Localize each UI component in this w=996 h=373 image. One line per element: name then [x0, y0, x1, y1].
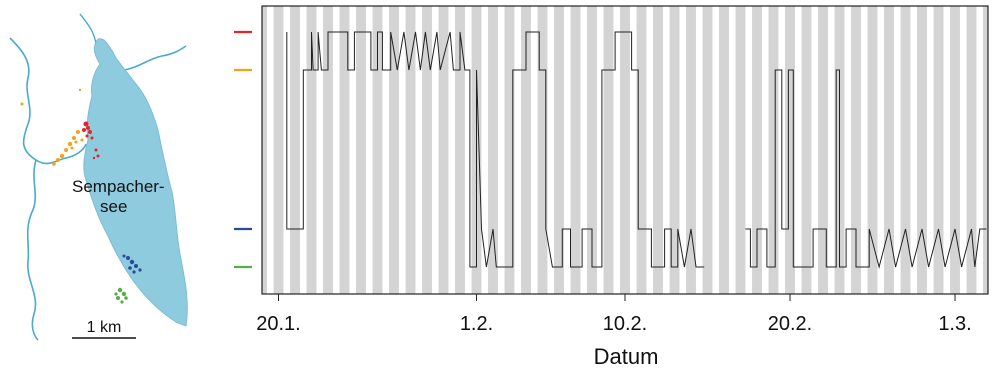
night-band	[306, 6, 317, 294]
night-band	[983, 6, 988, 294]
points-red	[82, 121, 100, 160]
night-band	[702, 6, 713, 294]
x-tick-label: 1.3.	[938, 313, 971, 335]
night-band	[603, 6, 614, 294]
night-band	[356, 6, 366, 294]
night-band	[587, 6, 597, 294]
night-band	[372, 6, 383, 294]
night-band	[669, 6, 680, 294]
night-band	[620, 6, 630, 294]
night-band	[900, 6, 911, 294]
night-band	[719, 6, 729, 294]
night-band	[653, 6, 663, 294]
night-band	[537, 6, 548, 294]
night-band	[768, 6, 779, 294]
night-band	[488, 6, 498, 294]
points-orange	[20, 88, 84, 166]
river-west	[9, 37, 87, 165]
x-axis-title: Datum	[594, 344, 659, 369]
night-band	[950, 6, 960, 294]
series-group	[286, 31, 987, 269]
river-southwest	[26, 159, 39, 341]
night-band	[323, 6, 333, 294]
lake	[83, 38, 188, 327]
night-band	[686, 6, 696, 294]
night-band	[422, 6, 432, 294]
night-band	[521, 6, 531, 294]
night-band	[884, 6, 894, 294]
night-band	[339, 6, 350, 294]
night-band	[570, 6, 581, 294]
night-band	[785, 6, 795, 294]
night-band	[273, 6, 284, 294]
night-band	[290, 6, 300, 294]
night-band	[405, 6, 416, 294]
night-band	[867, 6, 878, 294]
x-tick-label: 1.2.	[460, 313, 493, 335]
night-band	[554, 6, 564, 294]
night-band	[636, 6, 647, 294]
night-band	[752, 6, 762, 294]
night-band	[504, 6, 515, 294]
lake-label: Sempacher-see	[72, 177, 165, 216]
night-band	[801, 6, 812, 294]
night-band	[917, 6, 927, 294]
night-band	[389, 6, 399, 294]
points-green	[114, 287, 128, 304]
x-tick-label: 20.2.	[768, 313, 812, 335]
night-band	[455, 6, 465, 294]
night-band	[933, 6, 944, 294]
night-band	[262, 6, 267, 294]
night-band	[735, 6, 746, 294]
chart: 20.1. 1.2. 10.2. 20.2. 1.3. Datum	[234, 5, 989, 369]
lake-map: Sempacher-see 1 km	[9, 13, 188, 341]
night-band	[851, 6, 861, 294]
night-band	[818, 6, 828, 294]
x-tick-label: 10.2.	[603, 313, 647, 335]
night-band	[438, 6, 449, 294]
series-line-1	[286, 31, 705, 268]
river-northeast	[123, 45, 187, 71]
zone-ticks	[234, 30, 252, 269]
scale-label: 1 km	[87, 319, 122, 336]
night-band	[966, 6, 977, 294]
series-line-2	[745, 69, 987, 269]
x-tick-label: 20.1.	[256, 313, 300, 335]
x-axis: 20.1. 1.2. 10.2. 20.2. 1.3.	[256, 294, 972, 335]
points-blue	[122, 254, 142, 274]
river-north	[79, 13, 97, 45]
